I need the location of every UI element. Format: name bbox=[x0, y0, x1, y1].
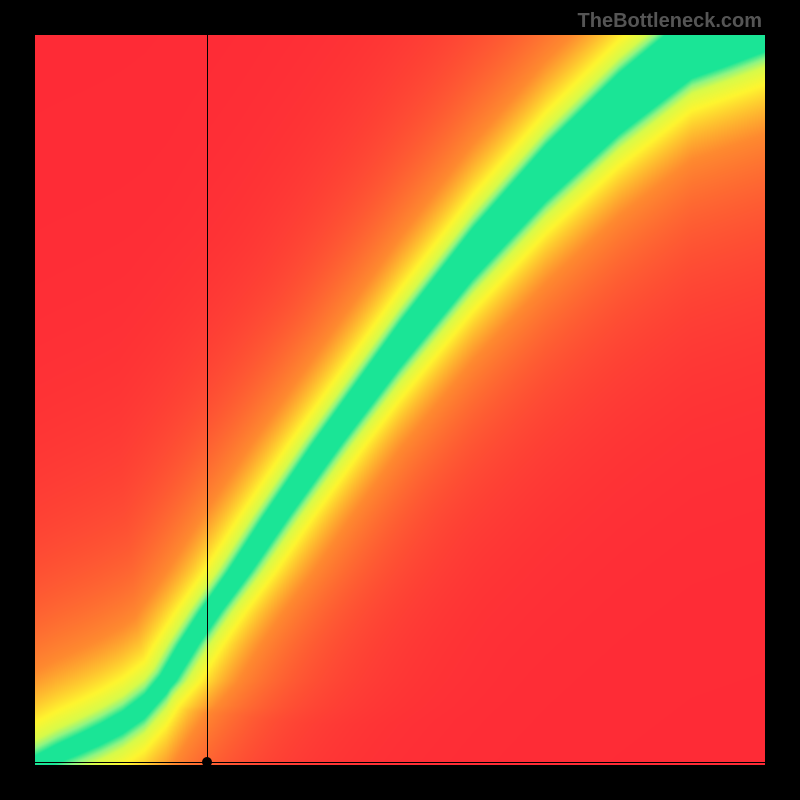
plot-area bbox=[35, 35, 765, 765]
crosshair-marker-dot bbox=[202, 757, 212, 767]
crosshair-vertical-line bbox=[207, 35, 208, 765]
heatmap-canvas bbox=[35, 35, 765, 765]
chart-container: TheBottleneck.com bbox=[0, 0, 800, 800]
crosshair-horizontal-line bbox=[35, 762, 765, 763]
watermark-text: TheBottleneck.com bbox=[578, 10, 762, 33]
